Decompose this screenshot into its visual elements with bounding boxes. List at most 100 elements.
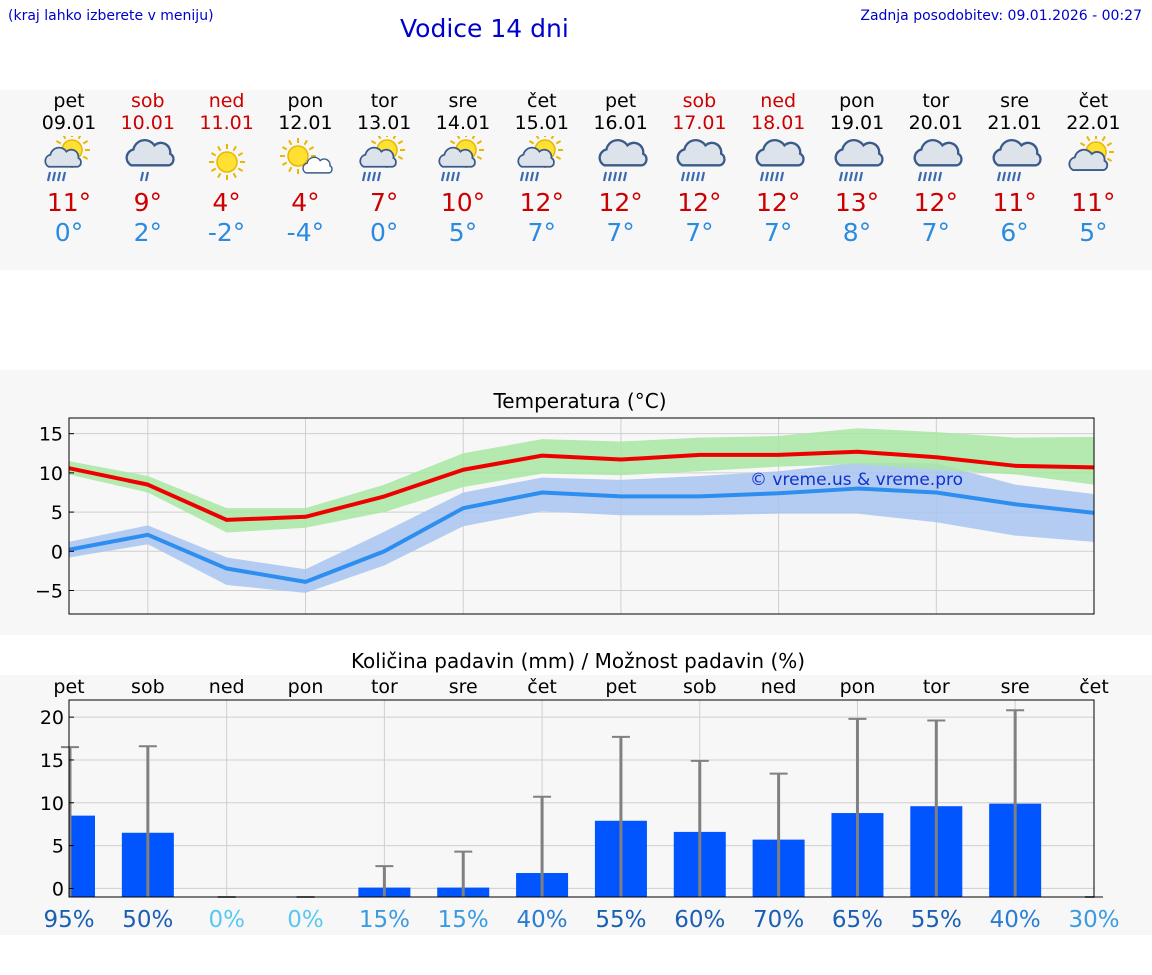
last-updated: Zadnja posodobitev: 09.01.2026 - 00:27 xyxy=(860,8,1142,24)
temperature-chart-panel: Temperatura (°C) 15 10 5 0 −5 © vreme.us & vre… xyxy=(0,370,1152,635)
temp-min: 0° xyxy=(54,218,84,247)
day-date: 18.01 xyxy=(750,112,806,134)
precip-chance-label: 40% xyxy=(517,907,568,933)
max-temp-line xyxy=(68,449,1095,522)
day-date: 14.01 xyxy=(435,112,491,134)
precip-chance-label: 30% xyxy=(1068,907,1119,933)
day-forecast: tor 20.01 12° 7° xyxy=(896,90,976,248)
precip-chance-label: 0% xyxy=(287,907,324,933)
precip-chance-label: 55% xyxy=(911,907,962,933)
precip-bar xyxy=(69,815,95,897)
y-tick-label: 10 xyxy=(40,793,64,815)
day-forecast: sre 21.01 11° 6° xyxy=(975,90,1055,248)
temp-max: 4° xyxy=(291,188,320,217)
temp-min: 5° xyxy=(1079,218,1108,247)
y-tick-label: 15 xyxy=(40,750,64,772)
location-hint: (kraj lahko izberete v meniju) xyxy=(8,8,214,24)
chart-title: Količina padavin (mm) / Možnost padavin … xyxy=(351,649,805,673)
temp-min: 7° xyxy=(527,218,556,247)
x-category-label: čet xyxy=(527,676,557,698)
day-forecast: pet 16.01 12° 7° xyxy=(581,90,661,248)
x-category-label: sob xyxy=(131,676,165,698)
temp-max: 12° xyxy=(598,188,643,217)
day-forecast: čet 15.01 12° 7° xyxy=(502,90,582,248)
day-date: 13.01 xyxy=(356,112,412,134)
temp-max: 12° xyxy=(677,188,722,217)
day-name: sob xyxy=(682,90,717,112)
sun-cloud-rain-icon xyxy=(438,136,484,182)
precip-chance-label: 70% xyxy=(753,907,804,933)
plot-frame xyxy=(68,417,1095,615)
day-date: 12.01 xyxy=(278,112,333,134)
cloud-heavy-rain-icon xyxy=(913,139,963,182)
precip-chance-label: 15% xyxy=(438,907,489,933)
temp-min: -4° xyxy=(286,218,325,247)
temp-max: 12° xyxy=(519,188,564,217)
watermark: © vreme.us & vreme.pro xyxy=(750,470,963,490)
daily-forecast: pet 09.01 11° 0° sob 10.01 9° 2° ned 11.01 4° -2° po… xyxy=(0,90,1152,270)
day-date: 15.01 xyxy=(514,112,569,134)
y-tick-label: 5 xyxy=(52,836,64,858)
day-forecast: sob 10.01 9° 2° xyxy=(108,90,188,248)
day-date: 10.01 xyxy=(120,112,175,134)
temp-max: 11° xyxy=(46,188,92,217)
y-tick-label: 5 xyxy=(51,502,63,524)
day-forecast: pet 09.01 11° 0° xyxy=(29,90,109,248)
sun-cloud-rain-icon xyxy=(517,136,563,182)
day-name: čet xyxy=(1078,90,1109,112)
precip-chance-label: 15% xyxy=(359,907,410,933)
day-forecast: pon 19.01 13° 8° xyxy=(817,90,897,248)
cloud-rain-icon xyxy=(125,139,175,182)
precip-chance-label: 50% xyxy=(122,907,173,933)
temp-max: 7° xyxy=(369,188,399,217)
temp-min: 5° xyxy=(448,218,478,247)
temp-min: 0° xyxy=(369,218,399,247)
temp-min: 6° xyxy=(1000,218,1029,247)
day-name: čet xyxy=(527,90,557,112)
y-tick-label: 15 xyxy=(39,424,63,446)
temp-min: -2° xyxy=(207,218,246,247)
day-date: 22.01 xyxy=(1066,112,1121,134)
day-date: 21.01 xyxy=(987,112,1042,134)
temp-max: 13° xyxy=(834,188,880,217)
sun-cloud-rain-icon xyxy=(44,136,90,182)
temp-max: 10° xyxy=(440,188,486,217)
x-category-label: čet xyxy=(1079,676,1109,698)
day-date: 20.01 xyxy=(908,112,963,134)
temp-max: 11° xyxy=(992,188,1037,217)
sun-cloud-icon xyxy=(1068,136,1115,172)
y-tick-label: −5 xyxy=(35,580,63,602)
day-name: sre xyxy=(1000,90,1030,112)
cloud-heavy-rain-icon xyxy=(676,139,726,182)
x-category-label: pon xyxy=(840,676,876,698)
day-name: pet xyxy=(604,90,637,112)
day-date: 11.01 xyxy=(199,112,254,134)
day-name: pon xyxy=(287,90,324,112)
day-name: pon xyxy=(839,90,875,112)
day-forecast: tor 13.01 7° 0° xyxy=(344,90,424,248)
day-date: 17.01 xyxy=(672,112,727,134)
precip-chance-label: 40% xyxy=(990,907,1041,933)
temp-max: 4° xyxy=(212,188,241,217)
cloud-heavy-rain-icon xyxy=(598,139,648,182)
min-temp-line xyxy=(68,486,1095,584)
day-forecast: ned 18.01 12° 7° xyxy=(738,90,818,248)
x-category-label: sre xyxy=(449,676,478,698)
sun-cloud-rain-icon xyxy=(359,136,406,182)
precip-chance-label: 65% xyxy=(832,907,883,933)
x-category-label: sre xyxy=(1001,676,1030,698)
day-date: 16.01 xyxy=(593,112,648,134)
temp-min: 7° xyxy=(606,218,635,247)
x-category-label: sob xyxy=(683,676,717,698)
day-name: sre xyxy=(448,90,478,112)
page-title: Vodice 14 dni xyxy=(400,14,569,43)
precip-chance-label: 95% xyxy=(43,907,94,933)
y-tick-label: 0 xyxy=(52,878,64,900)
min-temp-band xyxy=(69,462,1094,593)
precip-chance-label: 0% xyxy=(208,907,245,933)
cloud-heavy-rain-icon xyxy=(755,139,805,182)
precip-chance-label: 60% xyxy=(674,907,725,933)
day-forecast: čet 22.01 11° 5° xyxy=(1053,90,1133,248)
temp-max: 11° xyxy=(1071,188,1116,217)
x-category-label: pet xyxy=(605,676,636,698)
